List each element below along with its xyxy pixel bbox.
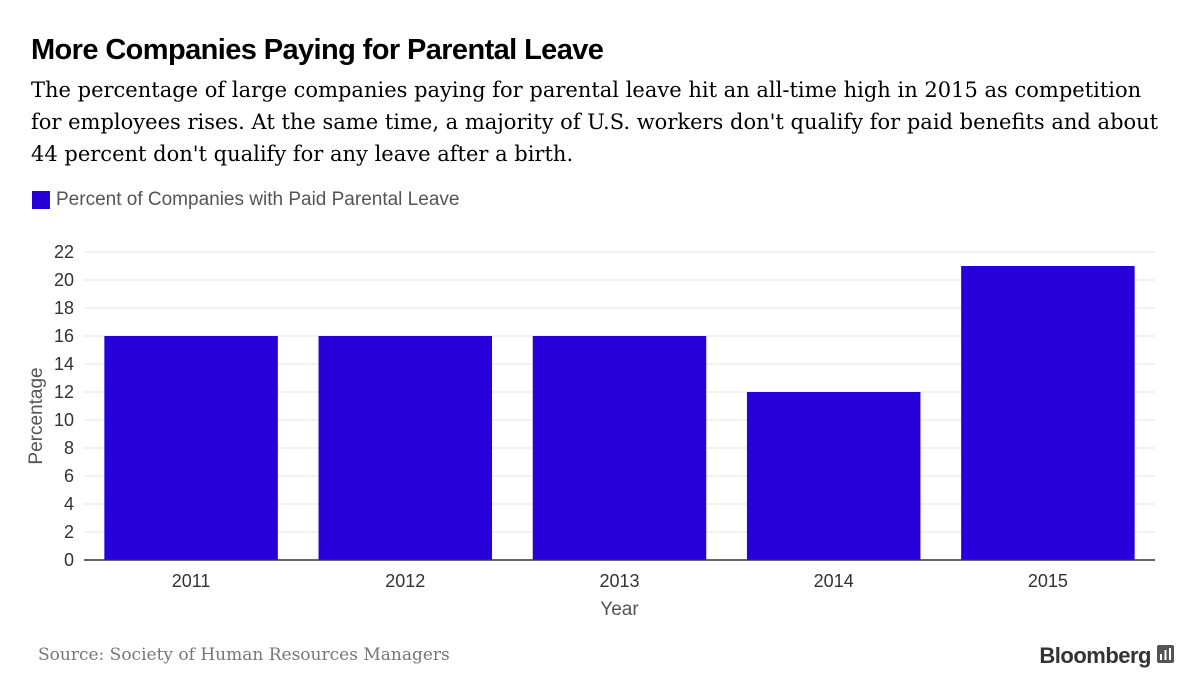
y-tick-label: 2 (64, 522, 74, 542)
chart-title: More Companies Paying for Parental Leave (31, 34, 604, 66)
brand-logo: Bloomberg (1039, 643, 1174, 669)
y-tick-label: 22 (54, 242, 74, 262)
x-tick-label: 2012 (385, 571, 425, 591)
legend-swatch (32, 191, 50, 209)
bar (318, 336, 493, 560)
y-tick-label: 12 (54, 382, 74, 402)
y-axis-title: Percentage (26, 367, 47, 464)
y-tick-label: 20 (54, 270, 74, 290)
y-tick-label: 4 (64, 494, 74, 514)
y-tick-label: 0 (64, 550, 74, 570)
x-tick-label: 2015 (1028, 571, 1068, 591)
brand-name: Bloomberg (1039, 643, 1151, 668)
y-tick-label: 10 (54, 410, 74, 430)
y-tick-label: 18 (54, 298, 74, 318)
bar (746, 392, 921, 560)
y-tick-label: 6 (64, 466, 74, 486)
bar (104, 336, 278, 560)
bars (104, 266, 1135, 560)
x-tick-label: 2013 (599, 571, 639, 591)
source-note: Source: Society of Human Resources Manag… (38, 645, 450, 665)
y-tick-label: 8 (64, 438, 74, 458)
chart-icon (1157, 644, 1174, 668)
y-tick-labels: 0 2 4 6 8 10 12 14 16 18 20 22 (54, 242, 74, 570)
bar (532, 336, 707, 560)
x-tick-label: 2011 (172, 571, 211, 591)
y-tick-label: 14 (54, 354, 74, 374)
legend-label: Percent of Companies with Paid Parental … (56, 189, 460, 210)
y-tick-label: 16 (54, 326, 74, 346)
bar (961, 266, 1135, 560)
x-tick-labels: 2011 2012 2013 2014 2015 (172, 571, 1068, 591)
x-axis-title: Year (600, 599, 639, 620)
legend: Percent of Companies with Paid Parental … (32, 189, 459, 211)
chart-subtitle: The percentage of large companies paying… (31, 78, 1159, 166)
x-tick-label: 2014 (814, 571, 854, 591)
